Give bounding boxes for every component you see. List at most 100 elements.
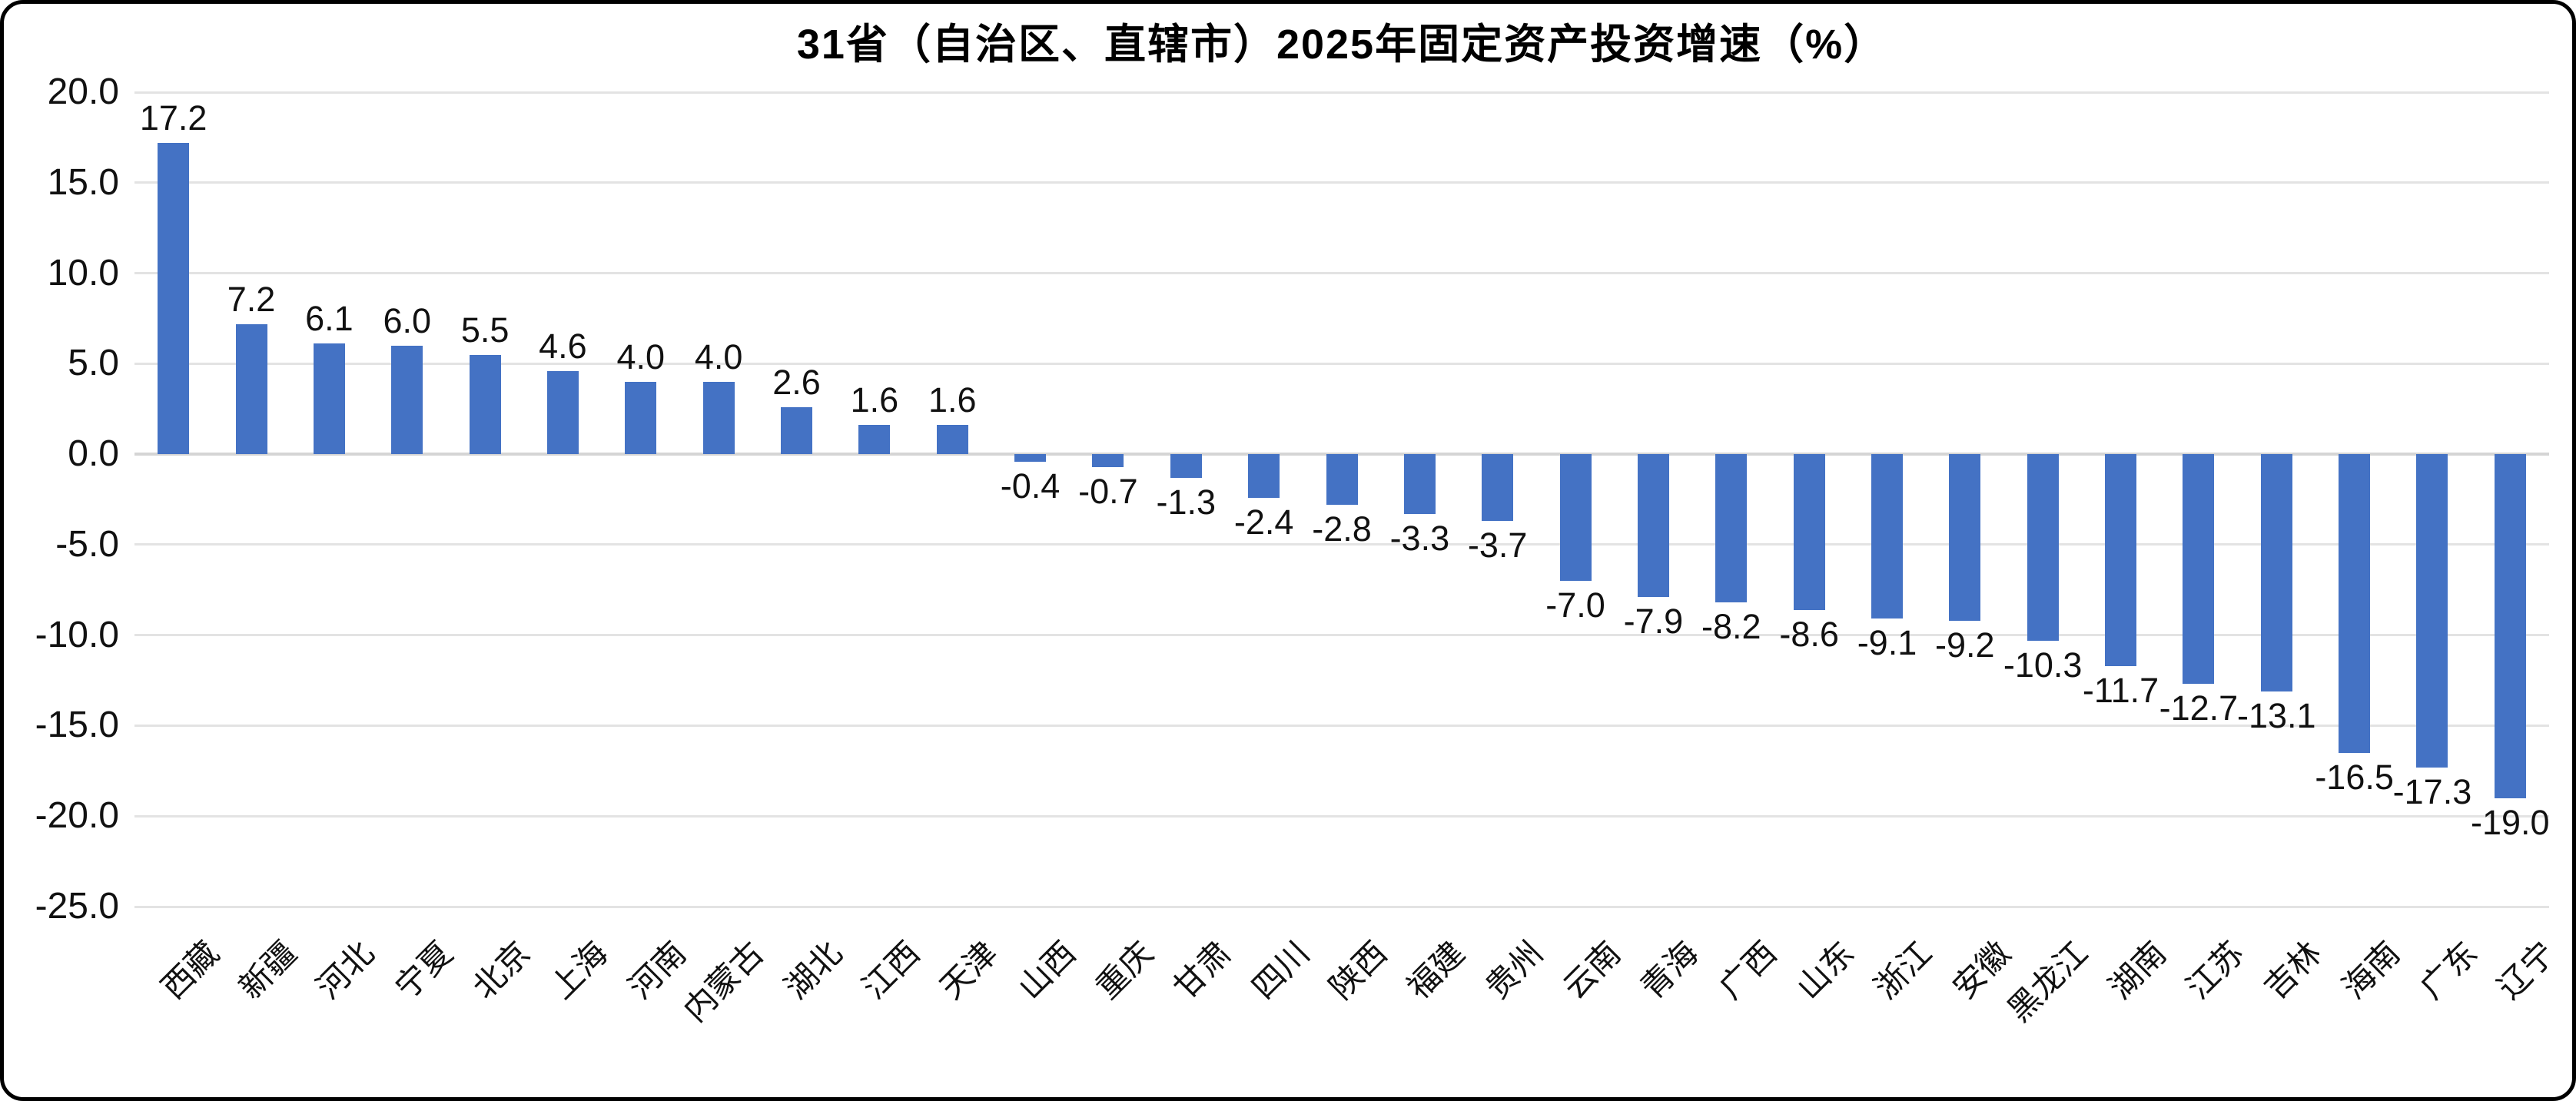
y-axis-tick-label: -10.0	[35, 614, 119, 655]
bar	[702, 381, 735, 455]
x-axis-category-label: 宁夏	[387, 934, 460, 1006]
bar-value-label: 4.6	[539, 326, 587, 366]
y-axis-tick-label: -20.0	[35, 795, 119, 837]
x-axis-category-label: 湖南	[2101, 934, 2173, 1006]
bar	[1715, 454, 1748, 603]
x-axis-category-label: 新疆	[231, 934, 304, 1006]
gridline	[134, 814, 2549, 817]
chart-title: 31省（自治区、直辖市）2025年固定资产投资增速（%）	[796, 22, 1887, 68]
bar	[1793, 454, 1825, 610]
bar-value-label: 1.6	[928, 380, 977, 420]
bar-value-label: -8.2	[1701, 607, 1761, 647]
x-axis-category-label: 广东	[2412, 934, 2485, 1006]
bar-value-label: -3.3	[1389, 518, 1450, 558]
bar	[313, 343, 345, 455]
bar-value-label: 4.0	[616, 337, 666, 376]
x-axis-category-label: 湖北	[777, 934, 849, 1006]
bar	[2183, 454, 2215, 685]
bar-value-label: 4.0	[694, 337, 743, 376]
bar	[1092, 454, 1124, 467]
bar-value-label: -7.0	[1545, 585, 1605, 625]
bar-value-label: -16.5	[2315, 757, 2394, 797]
bar-value-label: 2.6	[772, 362, 821, 402]
gridline	[134, 91, 2549, 94]
gridline	[134, 362, 2549, 365]
bar-value-label: -10.3	[2003, 645, 2083, 685]
gridline	[134, 905, 2549, 908]
bar	[2105, 454, 2137, 666]
bar-value-label: -9.1	[1857, 623, 1917, 663]
gridline	[134, 181, 2549, 184]
x-axis-category-label: 黑龙江	[2000, 934, 2095, 1029]
x-axis-category-label: 江苏	[2179, 934, 2251, 1006]
gridline	[134, 634, 2549, 637]
bar	[781, 406, 813, 455]
y-axis-tick-label: 15.0	[47, 161, 119, 203]
x-axis-category-label: 江西	[855, 934, 927, 1006]
bar-value-label: 6.0	[383, 300, 432, 340]
bar	[391, 345, 423, 455]
bar-value-label: -7.9	[1623, 602, 1684, 642]
x-axis-category-label: 重庆	[1088, 934, 1160, 1006]
x-axis-category-label: 内蒙古	[676, 934, 771, 1029]
x-axis-category-label: 河北	[310, 934, 381, 1006]
x-axis-category-label: 山西	[1011, 934, 1083, 1006]
y-axis-tick-label: 5.0	[68, 343, 119, 384]
x-axis-category-label: 吉林	[2257, 934, 2329, 1006]
x-axis-category-label: 山东	[1790, 934, 1861, 1006]
y-axis-tick-label: -15.0	[35, 705, 119, 746]
y-axis-tick-label: -25.0	[35, 886, 119, 927]
bar-value-label: 6.1	[305, 299, 354, 339]
bar	[625, 381, 657, 455]
bar-value-label: 7.2	[227, 279, 276, 319]
x-axis-category-label: 陕西	[1322, 934, 1394, 1006]
bar-value-label: -2.8	[1312, 509, 1372, 549]
bar	[2416, 454, 2448, 768]
bar	[2339, 454, 2371, 753]
x-axis-category-label: 天津	[933, 934, 1004, 1006]
bar-value-label: -11.7	[2082, 670, 2159, 710]
x-axis-category-label: 广西	[1711, 934, 1784, 1006]
bar-value-label: -3.7	[1467, 526, 1528, 565]
y-axis-tick-label: 0.0	[68, 433, 119, 475]
y-axis-tick-label: 20.0	[47, 71, 119, 112]
bar-value-label: 17.2	[139, 98, 207, 138]
bar	[469, 354, 501, 455]
bar	[1403, 454, 1436, 514]
bar-value-label: -9.2	[1935, 625, 1995, 665]
bar-value-label: -17.3	[2392, 771, 2472, 811]
x-axis-category-label: 海南	[2335, 934, 2407, 1006]
x-axis-category-label: 河南	[621, 934, 693, 1006]
bar	[858, 425, 891, 455]
bar-value-label: -19.0	[2471, 802, 2550, 842]
x-axis-category-label: 青海	[1634, 934, 1705, 1006]
bar-value-label: 1.6	[850, 380, 899, 420]
y-axis-tick-label: -5.0	[55, 523, 119, 565]
x-axis-category-label: 云南	[1555, 934, 1628, 1006]
bar	[235, 323, 267, 455]
bar	[1248, 454, 1280, 498]
bar	[1559, 454, 1592, 581]
x-axis-category-label: 北京	[465, 934, 537, 1006]
y-axis-tick-label: 10.0	[47, 252, 119, 293]
x-axis-category-label: 四川	[1244, 934, 1316, 1006]
x-axis-category-label: 甘肃	[1167, 934, 1238, 1006]
x-axis-category-label: 辽宁	[2491, 934, 2562, 1006]
bar	[936, 425, 968, 455]
bar-value-label: -2.4	[1233, 502, 1294, 542]
bar	[1871, 454, 1903, 619]
x-axis-category-label: 浙江	[1867, 934, 1940, 1006]
gridline	[134, 272, 2549, 275]
bar	[158, 142, 190, 455]
bar	[2260, 454, 2292, 691]
bar	[1326, 454, 1358, 506]
x-axis-category-label: 西藏	[154, 934, 226, 1006]
bar-value-label: -8.6	[1779, 614, 1839, 654]
bar-value-label: -1.3	[1156, 482, 1217, 522]
bar-value-label: -0.4	[1000, 466, 1061, 506]
bar	[1170, 454, 1202, 478]
bar-value-label: -12.7	[2159, 688, 2239, 728]
gridline	[134, 543, 2549, 546]
bar	[546, 370, 579, 455]
